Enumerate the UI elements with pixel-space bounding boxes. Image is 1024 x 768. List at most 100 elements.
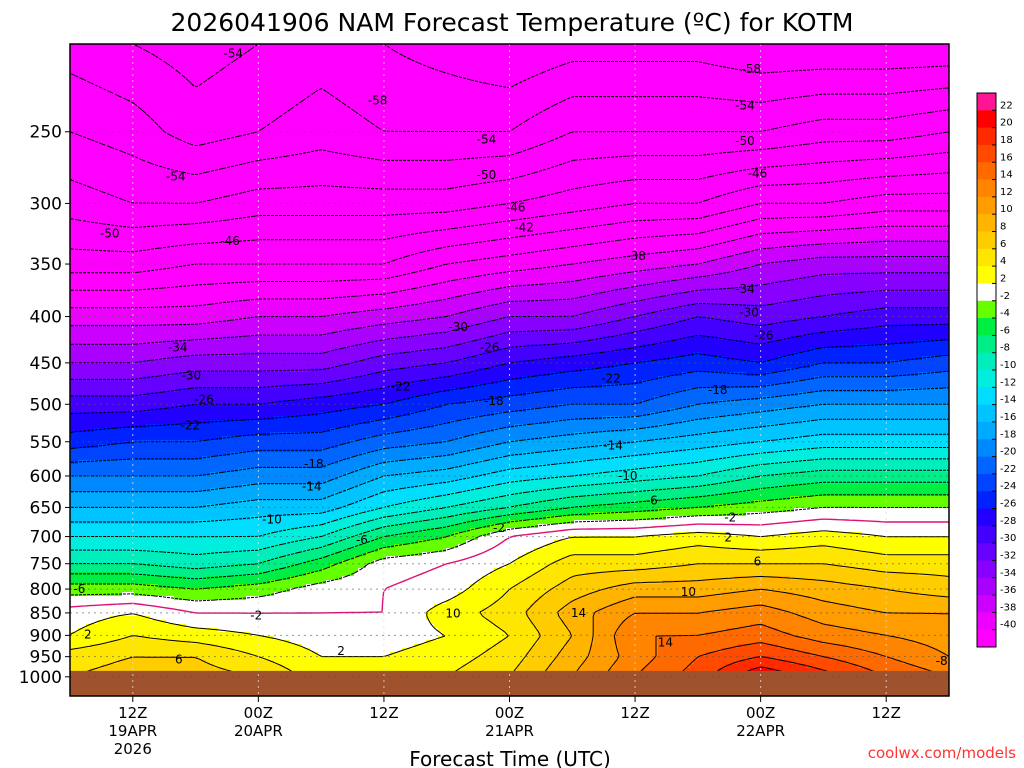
- temperature-cell: [470, 660, 523, 665]
- temperature-cell: [150, 408, 343, 413]
- temperature-cell: [554, 388, 687, 393]
- temperature-cell: [334, 552, 367, 557]
- isotherm-label: -34: [168, 341, 188, 355]
- temperature-cell: [754, 604, 767, 609]
- temperature-cell: [862, 648, 939, 653]
- temperature-cell: [522, 376, 659, 381]
- temperature-cell: [614, 636, 659, 641]
- temperature-cell: [418, 484, 491, 489]
- temperature-cell: [494, 272, 619, 277]
- temperature-cell: [70, 596, 175, 601]
- temperature-cell: [778, 280, 949, 285]
- temperature-cell: [618, 656, 655, 661]
- temperature-cell: [70, 152, 949, 157]
- isotherm-line: [70, 289, 949, 380]
- temperature-cell: [70, 380, 331, 385]
- colorbar-label: -22: [1000, 464, 1016, 475]
- temperature-cell: [70, 136, 949, 141]
- temperature-cell: [426, 612, 483, 617]
- colorbar-swatch: [977, 248, 996, 267]
- temperature-cell: [806, 664, 859, 669]
- temperature-cell: [174, 372, 371, 377]
- temperature-cell: [70, 340, 163, 345]
- temperature-cell: [594, 632, 615, 637]
- temperature-cell: [370, 340, 471, 345]
- temperature-cell: [146, 424, 351, 429]
- temperature-cell: [70, 400, 279, 405]
- temperature-cell: [70, 196, 949, 201]
- temperature-cell: [706, 632, 791, 637]
- temperature-cell: [594, 612, 635, 617]
- temperature-cell: [854, 548, 949, 553]
- temperature-cell: [642, 360, 759, 365]
- temperature-cell: [70, 604, 435, 609]
- temperature-cell: [466, 540, 555, 545]
- temperature-cell: [334, 348, 427, 353]
- temperature-cell: [762, 360, 891, 365]
- temperature-cell: [594, 628, 619, 633]
- temperature-cell: [358, 512, 407, 517]
- temperature-cell: [206, 660, 275, 665]
- temperature-cell: [466, 276, 595, 281]
- temperature-cell: [594, 624, 619, 629]
- temperature-cell: [674, 476, 751, 481]
- isotherm-label: -14: [302, 479, 322, 493]
- temperature-cell: [870, 668, 927, 673]
- temperature-cell: [86, 624, 187, 629]
- pressure-tick-label: 300: [30, 194, 62, 214]
- temperature-cell: [614, 632, 707, 637]
- temperature-cell: [370, 420, 451, 425]
- temperature-cell: [314, 536, 351, 541]
- temperature-cell: [662, 580, 835, 585]
- temperature-cell: [70, 64, 949, 69]
- temperature-cell: [70, 304, 195, 309]
- temperature-cell: [686, 388, 899, 393]
- temperature-cell: [754, 284, 949, 289]
- temperature-cell: [70, 492, 335, 497]
- pressure-axis: 2503003504004505005506006507007508008509…: [19, 123, 70, 688]
- temperature-cell: [618, 600, 831, 605]
- temperature-cell: [406, 512, 463, 517]
- temperature-cell: [794, 448, 949, 453]
- temperature-cell: [586, 572, 919, 577]
- temperature-cell: [70, 308, 375, 313]
- temperature-cell: [750, 488, 949, 493]
- temperature-cell: [198, 656, 263, 661]
- temperature-cell: [70, 52, 949, 57]
- temperature-cell: [710, 416, 949, 421]
- temperature-cell: [434, 316, 503, 321]
- temperature-cell: [70, 264, 559, 269]
- temperature-cell: [282, 384, 395, 389]
- temperature-cell: [426, 616, 487, 621]
- temperature-cell: [182, 404, 371, 409]
- temperature-cell: [338, 364, 423, 369]
- temperature-cell: [70, 424, 147, 429]
- temperature-cell: [474, 500, 539, 505]
- temperature-cell: [614, 640, 659, 645]
- temperature-cell: [514, 584, 559, 589]
- pressure-tick-label: 500: [30, 395, 62, 415]
- colorbar-label: 18: [1000, 135, 1013, 146]
- temperature-cell: [458, 312, 583, 317]
- time-tick-label: 12Z: [369, 704, 398, 722]
- temperature-cell: [158, 584, 235, 589]
- temperature-cell: [610, 668, 643, 673]
- temperature-cell: [102, 664, 215, 669]
- temperature-cell: [490, 304, 615, 309]
- time-tick-label: 00Z: [244, 704, 273, 722]
- temperature-cell: [914, 640, 949, 645]
- temperature-cell: [750, 668, 775, 673]
- temperature-cell: [530, 604, 567, 609]
- temperature-cell: [70, 484, 243, 489]
- temperature-cell: [590, 472, 707, 477]
- temperature-cell: [70, 252, 647, 257]
- temperature-cell: [70, 576, 187, 581]
- temperature-cell: [378, 492, 451, 497]
- temperature-cell: [162, 564, 231, 569]
- temperature-cell: [70, 616, 111, 621]
- temperature-cell: [70, 280, 447, 285]
- isotherm-label: -54: [166, 169, 186, 183]
- temperature-cell: [250, 316, 435, 321]
- temperature-cell: [582, 664, 615, 669]
- colorbar-label: -38: [1000, 602, 1016, 613]
